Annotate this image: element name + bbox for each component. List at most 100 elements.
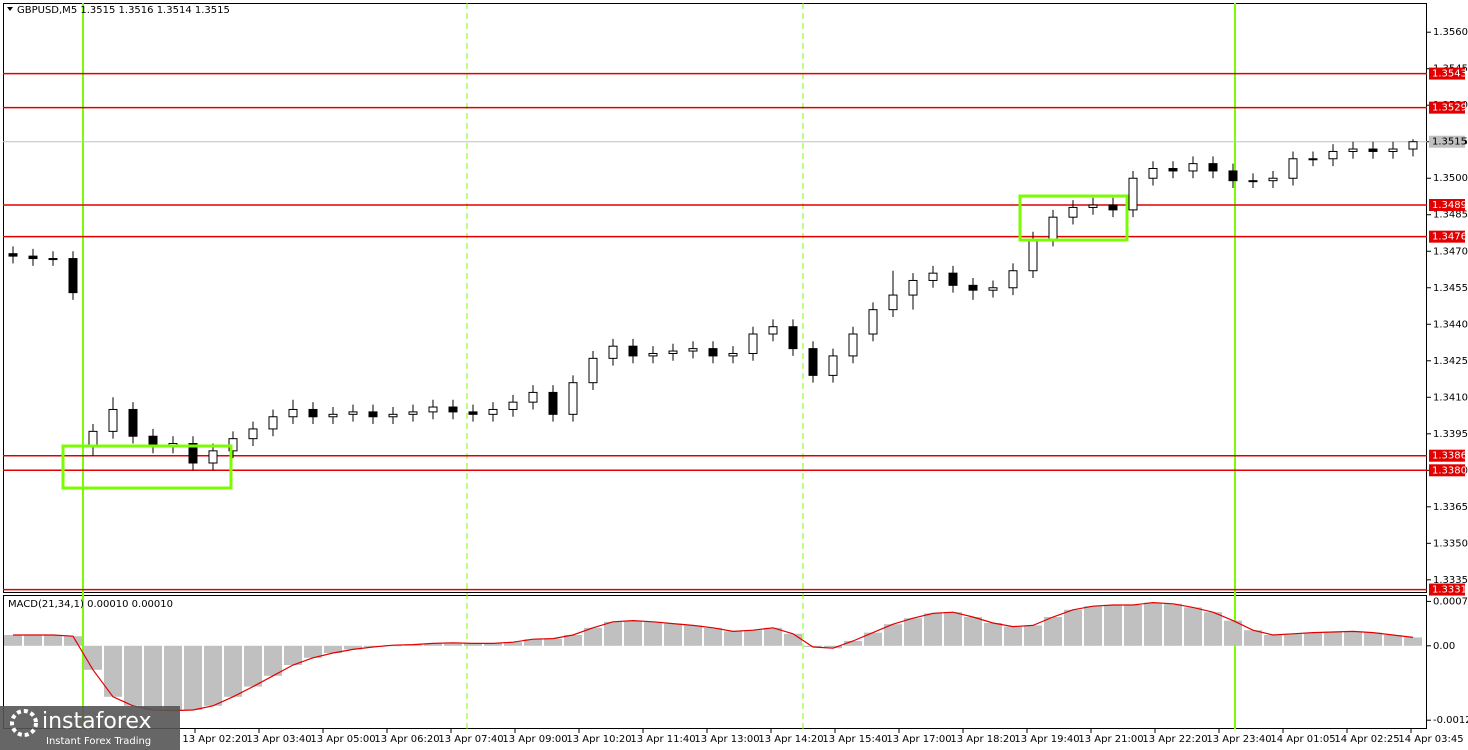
candle-body (1268, 177, 1278, 182)
candle-body (1368, 148, 1378, 152)
highlight-box (61, 444, 233, 490)
level-label: 1.3543 (1432, 69, 1467, 80)
macd-bar (1244, 630, 1262, 646)
chart-title: GBPUSD,M5 1.3515 1.3516 1.3514 1.3515 (17, 5, 230, 16)
macd-bar (844, 641, 862, 646)
macd-y-tick-label: -0.00124 (1433, 715, 1468, 726)
macd-bar (1384, 635, 1402, 646)
candle-body (668, 350, 678, 354)
macd-bar (4, 635, 22, 646)
candle-body (968, 284, 978, 291)
logo-icon (10, 709, 38, 737)
x-tick-label: 13 Apr 13:00 (694, 734, 759, 745)
candle-body (348, 411, 358, 415)
macd-bar (964, 617, 982, 646)
candle-body (1288, 158, 1298, 179)
macd-bar (1344, 631, 1362, 646)
macd-bar (1084, 606, 1102, 646)
macd-bar (124, 645, 142, 706)
macd-bar (524, 639, 542, 646)
macd-title: MACD(21,34,1) 0.00010 0.00010 (8, 599, 173, 610)
candle-body (68, 258, 78, 294)
x-tick-label: 13 Apr 21:00 (1078, 734, 1143, 745)
candle-body (188, 443, 198, 464)
macd-bar (1404, 637, 1422, 646)
macd-bar (464, 643, 482, 646)
x-tick-label: 13 Apr 14:20 (758, 734, 823, 745)
macd-bar (444, 642, 462, 646)
x-tick-label: 13 Apr 15:40 (822, 734, 887, 745)
candle-body (1188, 163, 1198, 172)
candle-body (1088, 204, 1098, 208)
candle-body (1208, 163, 1218, 172)
x-tick-label: 13 Apr 10:20 (566, 734, 631, 745)
x-tick-label: 13 Apr 05:00 (310, 734, 375, 745)
macd-bar (264, 645, 282, 676)
macd-bar (104, 645, 122, 697)
macd-bar (1184, 607, 1202, 646)
candle-body (1228, 170, 1238, 182)
level-label: 1.3529 (1432, 103, 1467, 114)
candle-body (748, 333, 758, 354)
y-tick-label: 1.3455 (1433, 283, 1468, 294)
level-label-box (1429, 583, 1465, 596)
macd-bar (44, 635, 62, 646)
macd-bar (144, 645, 162, 710)
x-tick-label: 13 Apr 18:20 (950, 734, 1015, 745)
level-label: 1.3380 (1432, 465, 1467, 476)
candle-body (1128, 177, 1138, 211)
candle-body (908, 279, 918, 296)
candle-body (588, 357, 598, 384)
macd-bar (924, 613, 942, 646)
candle-body (388, 413, 398, 418)
candle-body (1048, 216, 1058, 240)
macd-bar (1264, 635, 1282, 646)
candle-body (1348, 148, 1358, 152)
macd-bar (904, 618, 922, 646)
candle-body (1308, 158, 1318, 161)
y-tick-label: 1.3440 (1433, 319, 1468, 330)
candle-body (248, 428, 258, 440)
candle-body (1108, 204, 1118, 211)
candle-body (788, 326, 798, 350)
x-tick-label: 14 Apr 01:05 (1270, 734, 1335, 745)
level-label-box (1429, 449, 1465, 462)
macd-bar (1144, 602, 1162, 646)
candle-body (1168, 168, 1178, 172)
candle-body (528, 391, 538, 403)
candle-body (28, 255, 38, 260)
macd-bar (744, 630, 762, 646)
logo-box (0, 706, 180, 750)
macd-bar (684, 625, 702, 646)
macd-bar (1304, 632, 1322, 646)
y-tick-label: 1.3410 (1433, 392, 1468, 403)
candle-body (1028, 238, 1038, 272)
macd-bar (984, 623, 1002, 646)
macd-y-tick-label: 0.00 (1433, 641, 1455, 652)
candle-body (948, 272, 958, 286)
x-tick-label: 13 Apr 23:40 (1206, 734, 1271, 745)
level-label: 1.3515 (1432, 137, 1467, 148)
macd-bar (1024, 625, 1042, 646)
macd-bar (424, 643, 442, 646)
candle-body (1248, 180, 1258, 183)
x-tick-label: 13 Apr 11:40 (630, 734, 695, 745)
candle-body (1148, 168, 1158, 179)
price-pane-frame (3, 3, 1427, 593)
candle-body (468, 411, 478, 415)
candle-body (1328, 150, 1338, 160)
candle-body (1068, 206, 1078, 218)
macd-bar (1364, 632, 1382, 646)
y-tick-label: 1.3365 (1433, 502, 1468, 513)
candle-body (1008, 270, 1018, 289)
y-tick-label: 1.3470 (1433, 246, 1468, 257)
x-tick-label: 14 Apr 03:45 (1398, 734, 1463, 745)
x-tick-label: 13 Apr 09:00 (502, 734, 567, 745)
candle-body (808, 348, 818, 376)
macd-bar (1164, 603, 1182, 646)
candle-body (88, 430, 98, 447)
macd-bar (1324, 632, 1342, 646)
macd-bar (764, 627, 782, 646)
